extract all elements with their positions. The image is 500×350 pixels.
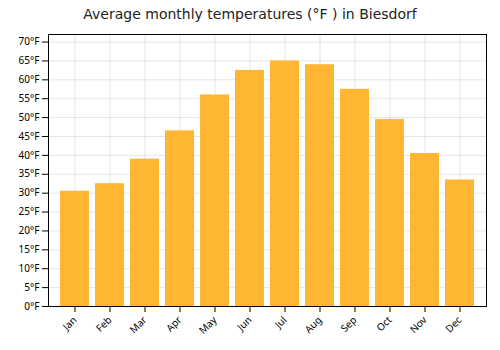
svg-text:45°F: 45°F [19, 129, 40, 143]
svg-text:5°F: 5°F [24, 280, 39, 294]
html-text:Average monthly temperatures (: Average monthly temperatures (°F ) in Bi… [83, 6, 417, 22]
svg-text:Mar: Mar [126, 313, 149, 336]
svg-text:30°F: 30°F [19, 185, 40, 199]
svg-text:35°F: 35°F [19, 166, 40, 180]
svg-text:Apr: Apr [163, 313, 185, 335]
svg-text:Dec: Dec [442, 313, 465, 336]
svg-text:25°F: 25°F [19, 204, 40, 218]
svg-text:55°F: 55°F [19, 91, 40, 105]
svg-text:May: May [195, 312, 220, 337]
svg-text:65°F: 65°F [19, 53, 40, 67]
svg-text:60°F: 60°F [19, 72, 40, 86]
svg-text:Nov: Nov [406, 312, 430, 336]
svg-text:Jan: Jan [59, 313, 80, 334]
svg-text:Feb: Feb [92, 313, 114, 335]
svg-text:20°F: 20°F [19, 223, 40, 237]
svg-text:Oct: Oct [373, 313, 395, 335]
svg-text:40°F: 40°F [19, 148, 40, 162]
svg-text:50°F: 50°F [19, 110, 40, 124]
svg-text:10°F: 10°F [19, 261, 40, 275]
svg-text:15°F: 15°F [19, 242, 40, 256]
svg-text:Sep: Sep [337, 313, 359, 335]
svg-text:Aug: Aug [301, 313, 324, 336]
svg-text:0°F: 0°F [24, 299, 39, 313]
svg-text:Jun: Jun [233, 313, 254, 334]
svg-text:Jul: Jul [271, 313, 290, 332]
svg-text:70°F: 70°F [19, 34, 40, 48]
